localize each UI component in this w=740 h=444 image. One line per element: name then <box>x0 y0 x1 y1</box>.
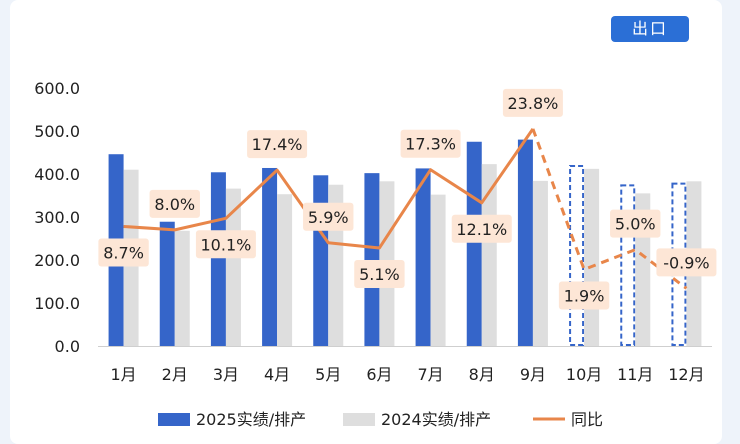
data-labels: 8.7% 8.0% 10.1% 17.4% 5.9% 5.1% 17.3% 12.1% 23.8… <box>98 88 717 310</box>
x-tick-label: 9月 <box>520 365 546 384</box>
x-tick-label: 10月 <box>566 365 602 384</box>
bar-2024 <box>277 194 293 346</box>
yoy-data-label: 5.1% <box>359 265 400 284</box>
legend-label-yoy: 同比 <box>571 410 603 429</box>
legend-label-2024: 2024实绩/排产 <box>381 410 491 429</box>
bar-2025-forecast <box>569 164 585 346</box>
bar-2025 <box>210 172 226 346</box>
yoy-label-box <box>558 281 610 310</box>
yoy-label-box <box>451 214 512 243</box>
yoy-data-label: 10.1% <box>201 235 252 254</box>
x-tick-label: 11月 <box>617 365 653 384</box>
yoy-data-label: 23.8% <box>508 94 559 113</box>
bar-2025 <box>262 167 278 346</box>
legend: 2025实绩/排产 2024实绩/排产 同比 <box>158 410 603 429</box>
yoy-data-label: 8.7% <box>103 243 144 262</box>
y-tick-label: 500.0 <box>34 122 80 141</box>
y-tick-label: 400.0 <box>34 165 80 184</box>
bar-2025 <box>517 139 533 346</box>
yoy-label-box <box>98 238 149 267</box>
legend-swatch-2025 <box>158 413 190 426</box>
yoy-label-box <box>149 189 200 218</box>
bar-2024 <box>225 188 241 346</box>
bar-2024 <box>481 164 497 346</box>
yoy-label-box <box>610 209 661 238</box>
yoy-data-label: -0.9% <box>663 253 709 272</box>
bar-2024 <box>532 180 548 346</box>
yoy-data-label: 17.3% <box>405 135 456 154</box>
yoy-data-label: 8.0% <box>154 195 195 214</box>
y-tick-label: 600.0 <box>34 79 80 98</box>
bar-2024 <box>430 194 446 346</box>
bar-2025 <box>313 175 329 346</box>
legend-label-2025: 2025实绩/排产 <box>196 410 306 429</box>
yoy-label-box <box>656 248 717 277</box>
yoy-line <box>123 127 688 290</box>
bar-2024 <box>174 230 190 346</box>
y-tick-label: 200.0 <box>34 251 80 270</box>
yoy-data-label: 5.9% <box>308 208 349 227</box>
y-tick-label: 300.0 <box>34 208 80 227</box>
bar-2025 <box>466 141 482 346</box>
x-tick-label: 7月 <box>417 365 443 384</box>
yoy-line-actual <box>123 127 535 250</box>
x-tick-label: 4月 <box>264 365 290 384</box>
x-tick-label: 6月 <box>366 365 392 384</box>
axis: 0.0 100.0 200.0 300.0 400.0 500.0 600.0 1月 2月 3月 4… <box>34 79 712 384</box>
export-badge[interactable]: 出口 <box>611 16 689 42</box>
bar-2024 <box>584 168 600 346</box>
yoy-data-label: 1.9% <box>564 286 605 305</box>
yoy-data-label: 17.4% <box>252 135 303 154</box>
bar-2025 <box>364 173 380 346</box>
x-tick-label: 8月 <box>469 365 495 384</box>
bar-2025 <box>159 221 175 346</box>
y-tick-label: 100.0 <box>34 294 80 313</box>
yoy-label-box <box>195 230 256 259</box>
yoy-data-label: 12.1% <box>456 220 507 239</box>
x-tick-label: 3月 <box>213 365 239 384</box>
yoy-line-forecast <box>531 128 688 290</box>
yoy-label-box <box>502 88 563 117</box>
x-tick-label: 5月 <box>315 365 341 384</box>
x-tick-label: 2月 <box>162 365 188 384</box>
legend-swatch-2024 <box>343 413 375 426</box>
bar-2025-forecast <box>620 184 636 346</box>
bars <box>108 139 702 346</box>
yoy-label-box <box>303 202 354 231</box>
yoy-label-box <box>400 129 461 158</box>
yoy-label-box <box>247 130 308 159</box>
y-tick-label: 0.0 <box>55 337 80 356</box>
x-tick-label: 1月 <box>110 365 136 384</box>
x-tick-label: 12月 <box>668 365 704 384</box>
yoy-data-label: 5.0% <box>615 215 656 234</box>
yoy-label-box <box>354 259 405 288</box>
bar-2025 <box>415 168 431 346</box>
